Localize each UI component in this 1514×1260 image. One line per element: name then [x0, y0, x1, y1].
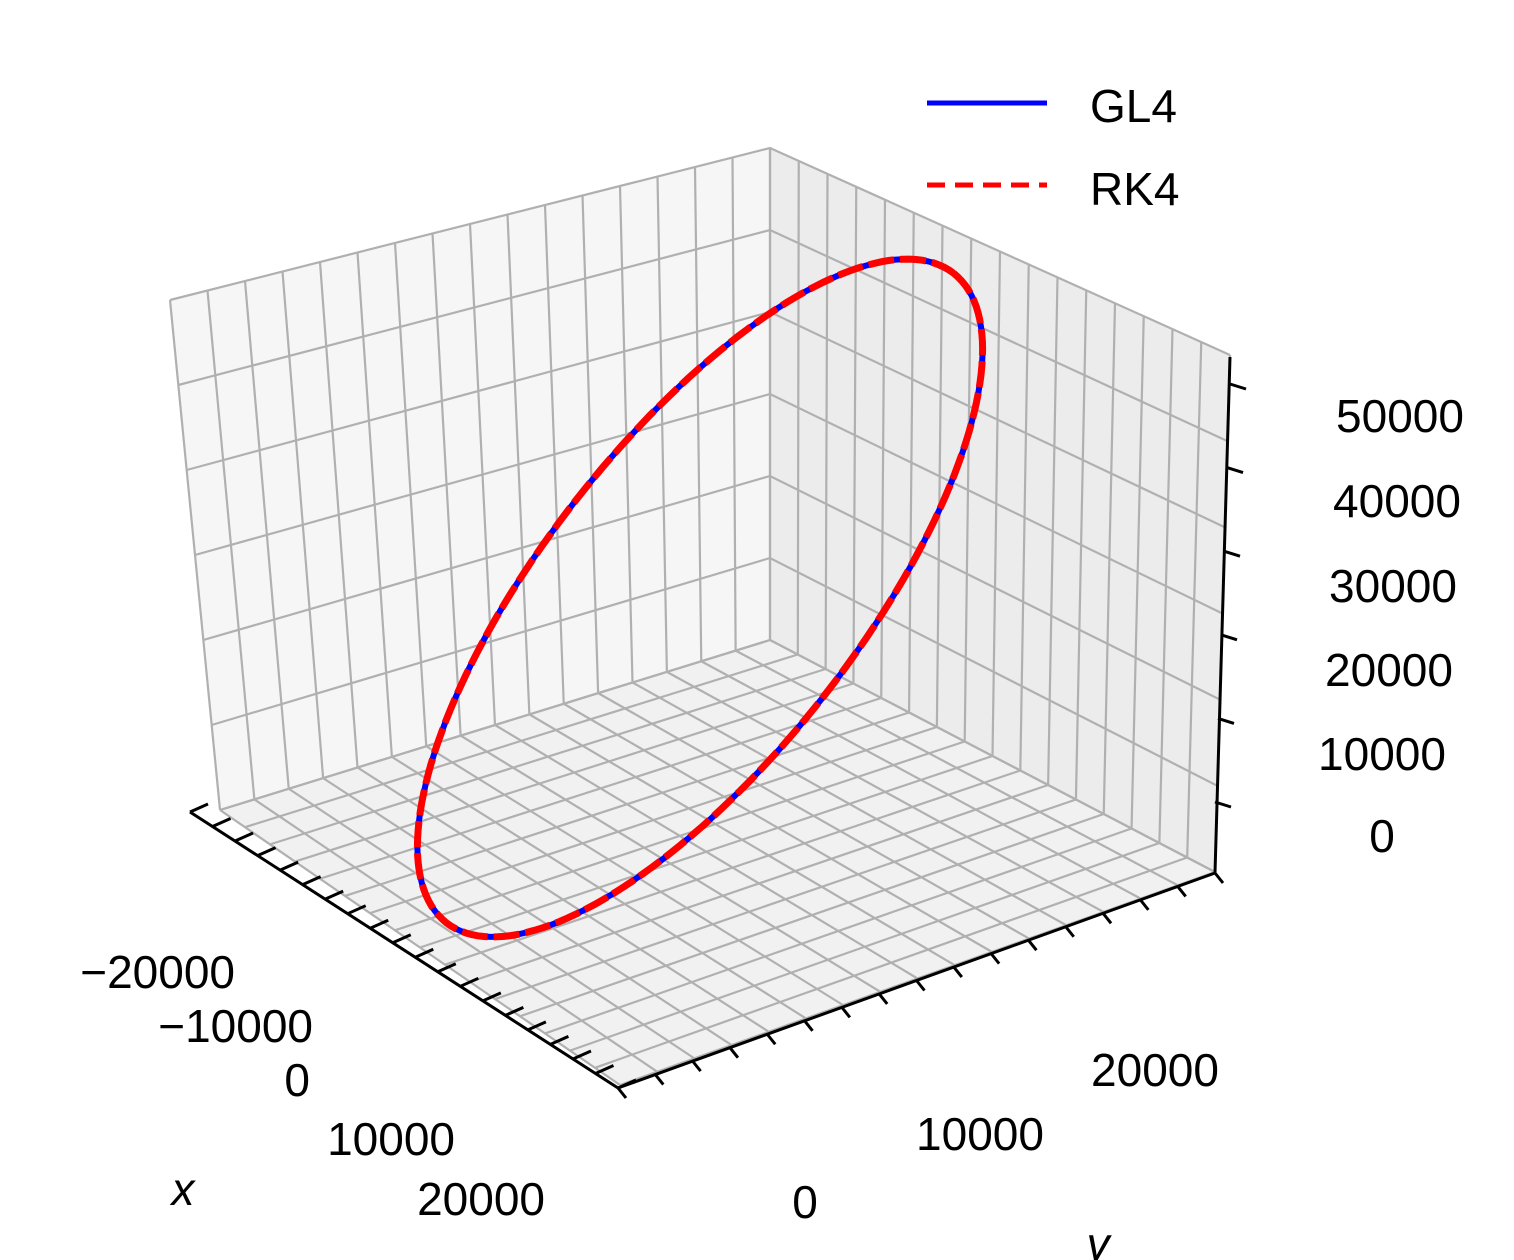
floor-pane	[220, 640, 1215, 1085]
z-grid-line	[194, 392, 1223, 615]
y-tick	[915, 979, 926, 992]
z-tick	[1229, 382, 1247, 391]
x-tick	[482, 991, 502, 1003]
z-tick-label: 20000	[1325, 644, 1453, 696]
y-tick	[728, 1046, 740, 1059]
y-tick-label: 10000	[916, 1108, 1044, 1160]
x-tick	[414, 947, 434, 959]
floor-grid-line	[597, 692, 1030, 940]
legend-gl4-label: GL4	[1090, 80, 1177, 132]
y-tick	[1139, 898, 1150, 911]
y-axis-label: y	[1084, 1218, 1113, 1260]
z-grid-line	[178, 228, 1228, 443]
y-tick	[989, 952, 1001, 965]
x-tick	[369, 918, 389, 930]
z-grid-line	[219, 638, 1216, 873]
x-tick	[437, 962, 457, 974]
x-tick	[504, 1005, 524, 1017]
z-tick-label: 40000	[1333, 475, 1461, 527]
x-tick-label: 20000	[417, 1173, 545, 1225]
legend: GL4 RK4	[927, 80, 1179, 215]
floor-grid-line	[528, 713, 956, 967]
x-tick	[572, 1049, 592, 1061]
x-tick	[234, 831, 254, 843]
z-grid-line	[169, 146, 1231, 357]
z-tick-labels: 0 10000 20000 30000 40000 50000	[1318, 390, 1464, 862]
x-axis-line	[189, 810, 619, 1090]
tick-marks	[189, 382, 1247, 1099]
series-layer	[413, 255, 987, 941]
floor-grid-line	[666, 670, 1104, 913]
x-axis-label: x	[170, 1163, 197, 1215]
x-tick	[527, 1020, 547, 1032]
x-tick	[459, 976, 479, 988]
floor-grid-line	[519, 812, 1105, 1018]
z-tick-label: 10000	[1318, 728, 1446, 780]
y-tick	[952, 966, 963, 978]
y-tick	[654, 1073, 665, 1086]
x-tick	[211, 817, 232, 828]
z-tick	[1217, 716, 1235, 725]
y-tick	[803, 1019, 814, 1032]
y-tick-label: 20000	[1091, 1044, 1219, 1096]
y-tick-labels: 0 10000 20000	[792, 1044, 1219, 1228]
x-tick-labels: −20000 −10000 0 10000 20000	[80, 946, 545, 1225]
z-tick	[1220, 633, 1238, 642]
grid-lines	[168, 146, 1232, 1087]
series-line-rk4	[413, 255, 987, 941]
floor-grid-line	[494, 724, 919, 980]
floor-grid-line	[544, 827, 1132, 1035]
x-tick	[324, 889, 344, 901]
z-tick-label: 50000	[1336, 390, 1464, 442]
z-tick	[1223, 549, 1241, 558]
x-tick-label: −10000	[158, 1000, 313, 1052]
floor-grid-line	[494, 798, 1077, 1001]
y-tick	[766, 1033, 777, 1046]
y-tick-label: 0	[792, 1176, 818, 1228]
z-tick	[1214, 800, 1232, 809]
floor-grid-line	[700, 660, 1142, 900]
floor-grid-line	[563, 702, 993, 953]
z-tick-label: 30000	[1329, 560, 1457, 612]
floor-grid-line	[444, 769, 1021, 966]
y-tick	[1213, 872, 1225, 884]
x-tick	[256, 846, 277, 857]
z-axis-line	[1213, 356, 1232, 874]
x-tick	[549, 1035, 570, 1046]
y-tick	[878, 993, 889, 1005]
y-tick	[691, 1060, 702, 1073]
x-tick	[347, 904, 367, 916]
y-tick	[1064, 925, 1075, 938]
z-grid-line	[211, 556, 1218, 787]
x-tick	[617, 1078, 637, 1090]
y-tick	[840, 1006, 852, 1019]
x-tick	[189, 802, 209, 814]
x-tick-label: 0	[284, 1054, 310, 1106]
y-tick	[616, 1087, 628, 1099]
floor-grid-line	[469, 783, 1049, 983]
floor-grid-line	[594, 856, 1188, 1069]
z-tick	[1226, 466, 1244, 475]
y-tick	[1176, 885, 1187, 898]
y-tick	[1101, 912, 1113, 925]
floor-grid-line	[735, 649, 1179, 887]
x-tick	[594, 1064, 615, 1075]
x-tick	[279, 860, 299, 872]
x-tick	[392, 933, 412, 945]
floor-grid-line	[569, 841, 1160, 1052]
z-grid-line	[203, 474, 1221, 701]
x-tick-label: −20000	[80, 946, 235, 998]
x-tick	[302, 875, 322, 887]
floor-grid-line	[631, 681, 1067, 927]
z-tick-label: 0	[1369, 810, 1395, 862]
legend-rk4-label: RK4	[1090, 163, 1179, 215]
x-tick-label: 10000	[327, 1113, 455, 1165]
y-tick	[1027, 939, 1038, 952]
